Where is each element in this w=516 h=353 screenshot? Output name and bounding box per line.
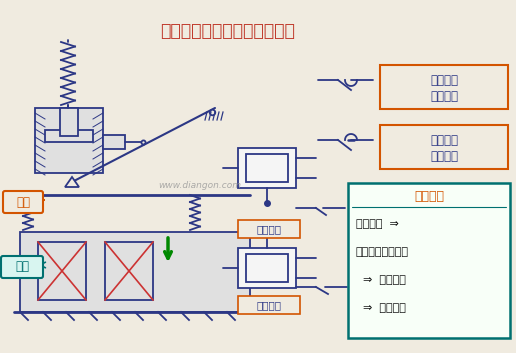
Bar <box>103 135 125 149</box>
Text: 延时闭合: 延时闭合 <box>430 90 458 102</box>
Bar <box>35 108 103 173</box>
Bar <box>246 154 288 182</box>
Text: 线圈: 线圈 <box>15 261 29 274</box>
Bar <box>38 242 86 300</box>
Text: 常闭触头: 常闭触头 <box>256 224 282 234</box>
Text: www.diangon.com: www.diangon.com <box>158 180 241 190</box>
Text: 衔铁: 衔铁 <box>16 196 30 209</box>
FancyBboxPatch shape <box>1 256 43 278</box>
Bar <box>60 108 78 136</box>
Bar <box>238 296 300 314</box>
Bar <box>45 130 93 142</box>
Bar <box>380 125 508 169</box>
Text: 空气式时间继电器的工作原理: 空气式时间继电器的工作原理 <box>160 22 296 40</box>
FancyBboxPatch shape <box>3 191 43 213</box>
Bar <box>246 254 288 282</box>
Bar <box>105 242 153 300</box>
Polygon shape <box>65 177 79 187</box>
Text: 动作过程: 动作过程 <box>414 191 444 203</box>
Bar <box>238 248 296 288</box>
Bar <box>348 183 510 338</box>
Text: ⇒  连杆动作: ⇒ 连杆动作 <box>356 275 406 285</box>
Text: 延时打开: 延时打开 <box>430 150 458 162</box>
Bar <box>380 65 508 109</box>
Text: 常开触头: 常开触头 <box>430 73 458 86</box>
Bar <box>238 220 300 238</box>
Text: 常开触头: 常开触头 <box>256 300 282 310</box>
Bar <box>238 148 296 188</box>
Text: 线圈通电  ⇒: 线圈通电 ⇒ <box>356 219 399 229</box>
Text: 常闭触头: 常闭触头 <box>430 133 458 146</box>
Text: ⇒  触头动作: ⇒ 触头动作 <box>356 303 406 313</box>
Text: 衔铁吸合（向下）: 衔铁吸合（向下） <box>356 247 409 257</box>
Bar <box>20 232 250 312</box>
